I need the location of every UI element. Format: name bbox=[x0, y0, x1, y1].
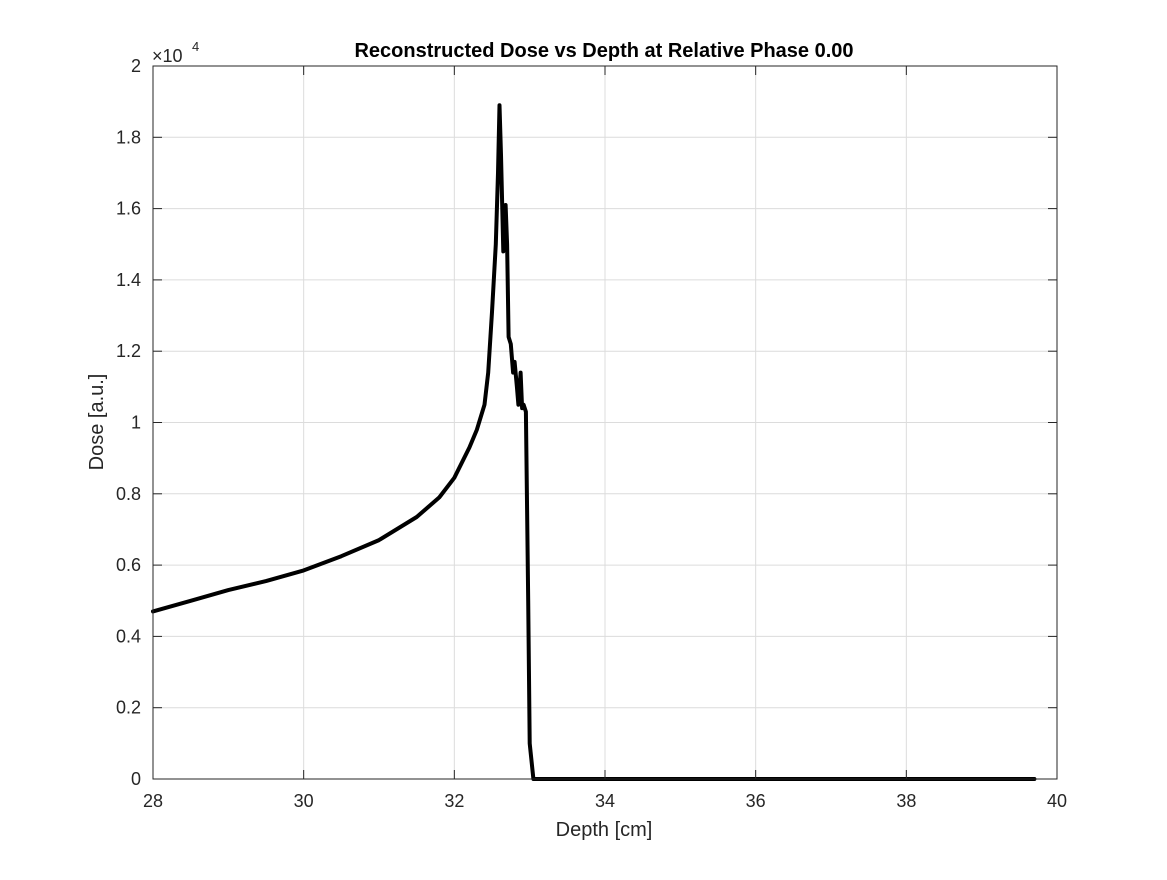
y-tick-label: 1.2 bbox=[116, 341, 141, 361]
y-tick-label: 0.6 bbox=[116, 555, 141, 575]
x-tick-label: 32 bbox=[444, 791, 464, 811]
x-tick-label: 40 bbox=[1047, 791, 1067, 811]
x-axis-label: Depth [cm] bbox=[556, 819, 653, 841]
y-tick-label: 0.2 bbox=[116, 698, 141, 718]
x-tick-label: 34 bbox=[595, 791, 615, 811]
x-tick-label: 30 bbox=[294, 791, 314, 811]
y-tick-label: 1 bbox=[131, 413, 141, 433]
x-tick-label: 28 bbox=[143, 791, 163, 811]
y-tick-label: 0.8 bbox=[116, 484, 141, 504]
y-tick-label: 2 bbox=[131, 56, 141, 76]
y-tick-label: 1.6 bbox=[116, 199, 141, 219]
y-tick-label: 1.8 bbox=[116, 127, 141, 147]
y-multiplier-base: ×10 bbox=[152, 46, 183, 66]
chart-title: Reconstructed Dose vs Depth at Relative … bbox=[354, 40, 853, 62]
grid-layer bbox=[153, 66, 1057, 779]
tick-layer: 28 30 32 34 36 38 40 0 0.2 0.4 0.6 0.8 1 1.2 1.4 1.6 1.8… bbox=[116, 56, 1067, 811]
y-tick-label: 1.4 bbox=[116, 270, 141, 290]
y-axis-label: Dose [a.u.] bbox=[86, 374, 108, 471]
y-multiplier-exponent: 4 bbox=[192, 39, 199, 54]
x-tick-label: 36 bbox=[746, 791, 766, 811]
y-tick-label: 0 bbox=[131, 769, 141, 789]
y-tick-label: 0.4 bbox=[116, 626, 141, 646]
x-tick-label: 38 bbox=[896, 791, 916, 811]
